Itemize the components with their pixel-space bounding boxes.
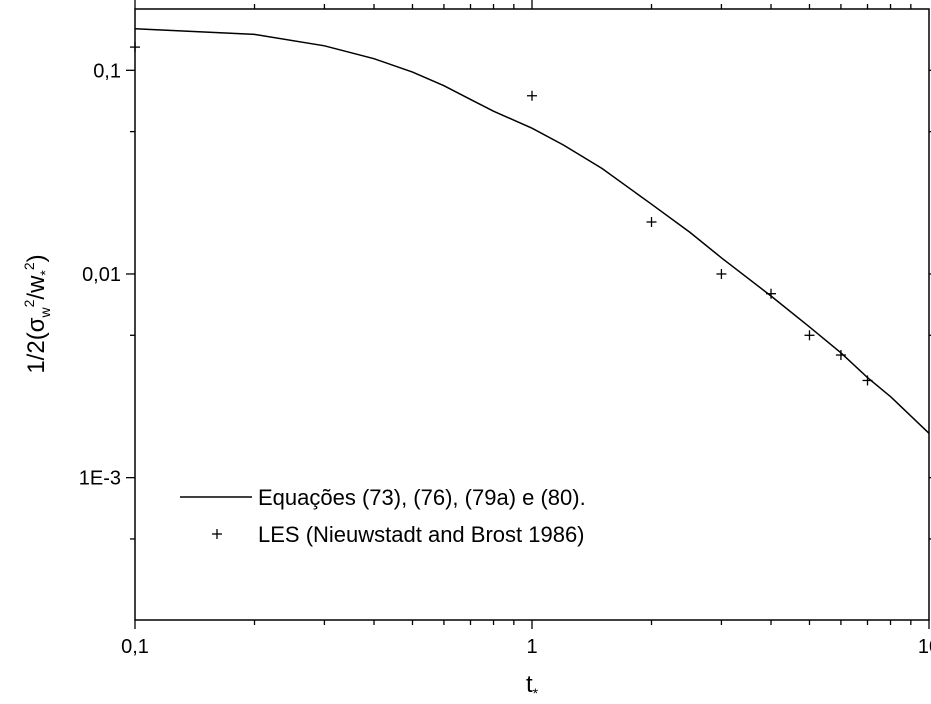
les-data-point — [766, 288, 777, 299]
y-axis-label: 1/2(σw2/w*2) — [21, 254, 53, 373]
x-tick-label: 0,1 — [121, 636, 149, 658]
les-data-point — [804, 330, 815, 341]
x-tick-labels: 0,1 1 10 — [121, 636, 931, 658]
y-tick-label: 0,01 — [82, 264, 121, 286]
y-axis-label-mid: /w — [23, 275, 50, 300]
y-axis-label-sub2: * — [37, 270, 53, 276]
y-axis-label-sup2: 2 — [21, 262, 37, 270]
les-data-point — [527, 90, 537, 101]
legend-label-equations: Equações (73), (76), (79a) e (80). — [258, 485, 586, 510]
y-tick-label: 0,1 — [93, 60, 121, 82]
y-axis-label-sup1: 2 — [21, 299, 37, 307]
les-data-point — [646, 216, 657, 227]
y-axis-label-suffix: ) — [23, 254, 50, 262]
legend: Equações (73), (76), (79a) e (80). LES (… — [180, 485, 586, 547]
les-data-point — [862, 375, 873, 386]
x-axis-label-main: t — [526, 671, 533, 698]
y-axis-label-sub1: w — [37, 307, 53, 319]
x-axis-label-sub: * — [533, 685, 539, 701]
les-data-point — [716, 268, 727, 279]
y-tick-label: 1E-3 — [79, 468, 121, 490]
y-axis-label-prefix: 1/2(σ — [23, 317, 50, 373]
series-layer — [130, 27, 930, 434]
series-line-equations — [134, 27, 930, 434]
x-axis-label: t* — [526, 671, 539, 701]
y-tick-labels: 0,1 0,01 1E-3 — [79, 60, 121, 489]
legend-label-les: LES (Nieuwstadt and Brost 1986) — [258, 522, 585, 547]
les-data-point — [130, 42, 140, 53]
les-data-point — [835, 350, 846, 361]
legend-marker-plus — [212, 529, 222, 539]
x-tick-label: 1 — [526, 636, 537, 658]
x-tick-label: 10 — [918, 636, 931, 658]
